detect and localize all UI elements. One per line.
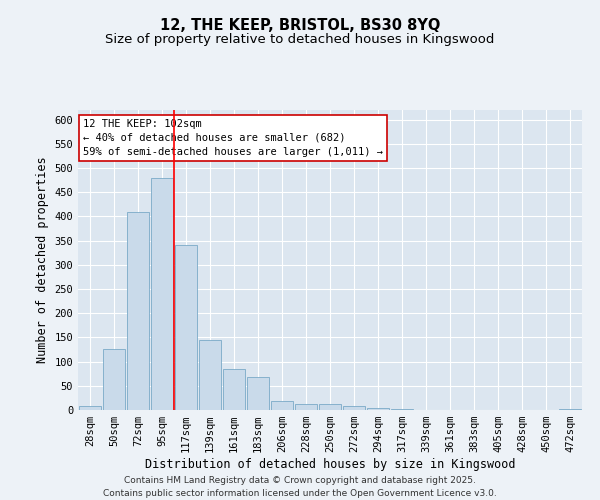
Bar [391,409,413,410]
Text: Size of property relative to detached houses in Kingswood: Size of property relative to detached ho… [106,32,494,46]
X-axis label: Distribution of detached houses by size in Kingswood: Distribution of detached houses by size … [145,458,515,471]
Bar [151,178,173,410]
Bar [199,340,221,410]
Bar [343,406,365,410]
Bar [295,404,317,410]
Text: 12, THE KEEP, BRISTOL, BS30 8YQ: 12, THE KEEP, BRISTOL, BS30 8YQ [160,18,440,32]
Bar [127,212,149,410]
Bar [271,402,293,410]
Bar [247,377,269,410]
Bar [103,348,125,410]
Bar [367,408,389,410]
Bar [319,404,341,410]
Text: Contains HM Land Registry data © Crown copyright and database right 2025.
Contai: Contains HM Land Registry data © Crown c… [103,476,497,498]
Bar [175,244,197,410]
Text: 12 THE KEEP: 102sqm
← 40% of detached houses are smaller (682)
59% of semi-detac: 12 THE KEEP: 102sqm ← 40% of detached ho… [83,119,383,157]
Bar [79,406,101,410]
Y-axis label: Number of detached properties: Number of detached properties [36,156,49,364]
Bar [223,369,245,410]
Bar [559,408,581,410]
